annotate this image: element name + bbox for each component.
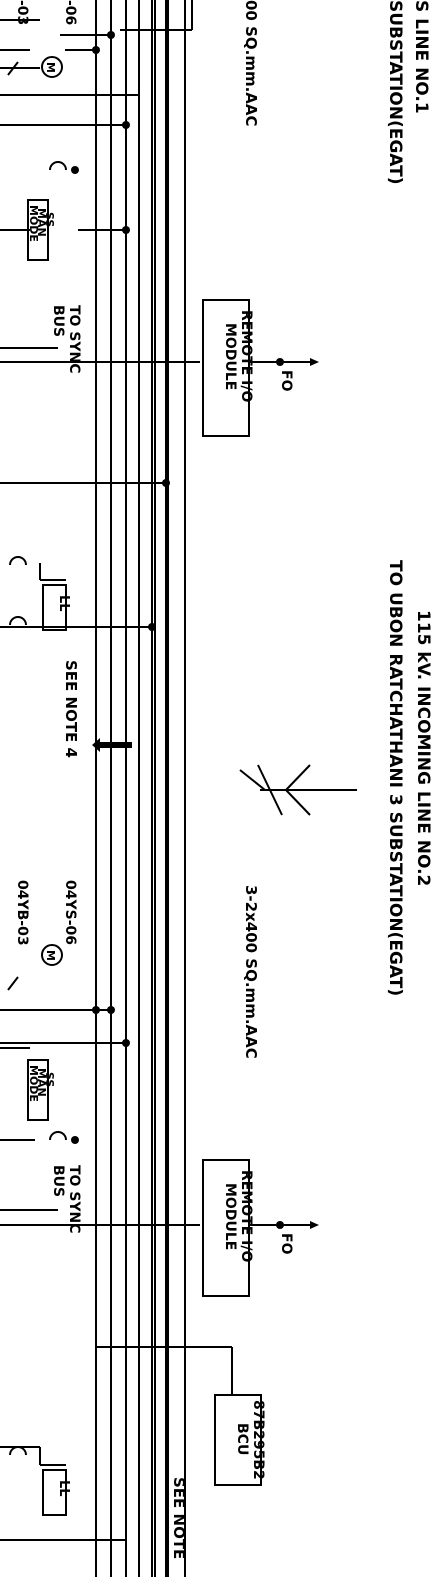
motor-icon <box>41 56 63 78</box>
ct-symbols <box>9 161 67 1456</box>
bay2-ss-label: SS <box>43 1072 56 1087</box>
motor-icon <box>41 944 63 966</box>
bay2-sync-label: TO SYNC <box>66 1165 82 1234</box>
bcu-label: BCU <box>234 1423 250 1455</box>
bay2-note: SEE NOTE <box>170 1477 188 1559</box>
ss-man-mode-box-2 <box>27 1059 49 1121</box>
bay1-switch-tag-top: -06 <box>62 0 78 25</box>
remote-io-box-1 <box>202 299 250 437</box>
bay2-mode-label: MODE <box>27 1065 40 1102</box>
bay2-switch-tag-top: 04YS-06 <box>62 880 78 945</box>
bay1-fo-label: FO <box>278 370 294 392</box>
bcu-id-label: 87B295B2 <box>250 1400 266 1480</box>
bay1-motor-label: M <box>44 62 57 73</box>
bay2-module-label: MODULE <box>222 1183 238 1250</box>
bay2-fo-label: FO <box>278 1233 294 1255</box>
ss-man-mode-box-1 <box>27 199 49 261</box>
bay2-switch-tag-bottom: 04YB-03 <box>14 880 30 946</box>
wiring <box>0 0 357 1577</box>
bay1-ll-label: LL <box>56 595 71 612</box>
bay1-note: SEE NOTE 4 <box>62 660 80 758</box>
bay2-bus-label: BUS <box>50 1165 66 1197</box>
bay1-switch-tag-bottom: -03 <box>14 0 30 25</box>
line2-conductor: 3-2x400 SQ.mm.AAC <box>242 885 260 1059</box>
bay1-mode-label: MODE <box>27 205 40 242</box>
bay2-ll-label: LL <box>56 1480 71 1497</box>
line2-title-bottom: TO UBON RATCHATHANI 3 SUBSTATION(EGAT) <box>385 560 405 996</box>
bay1-ss-label: SS <box>43 212 56 227</box>
bay2-remote-io-label: REMOTE I/O <box>238 1170 254 1262</box>
junction-dots <box>71 31 284 1229</box>
line2-title-top: 115 kV. INCOMING LINE NO.2 <box>413 610 433 886</box>
bay1-module-label: MODULE <box>222 323 238 390</box>
ll-box-1 <box>42 584 67 631</box>
line1-title-bottom: SUBSTATION(EGAT) <box>385 0 405 185</box>
disconnector-slashes <box>7 61 266 991</box>
bay2-motor-label: M <box>44 950 57 961</box>
bcu-box <box>214 1394 262 1486</box>
remote-io-box-2 <box>202 1159 250 1297</box>
ll-box-2 <box>42 1469 67 1516</box>
line1-title-top: S LINE NO.1 <box>411 0 431 114</box>
fo-arrows <box>92 358 319 1229</box>
bay2-man-label: MAN <box>35 1068 48 1097</box>
bay1-remote-io-label: REMOTE I/O <box>238 310 254 402</box>
bay1-bus-label: BUS <box>50 305 66 337</box>
line1-conductor: 00 SQ.mm.AAC <box>242 0 260 127</box>
bay1-man-label: MAN <box>35 208 48 237</box>
bay1-sync-label: TO SYNC <box>66 305 82 374</box>
